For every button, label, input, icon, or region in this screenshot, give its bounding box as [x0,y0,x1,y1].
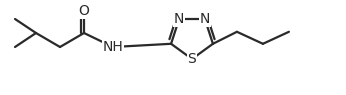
Text: NH: NH [103,40,124,54]
Text: O: O [79,4,89,18]
Text: N: N [174,12,184,26]
Text: S: S [188,52,197,66]
Text: N: N [200,12,210,26]
